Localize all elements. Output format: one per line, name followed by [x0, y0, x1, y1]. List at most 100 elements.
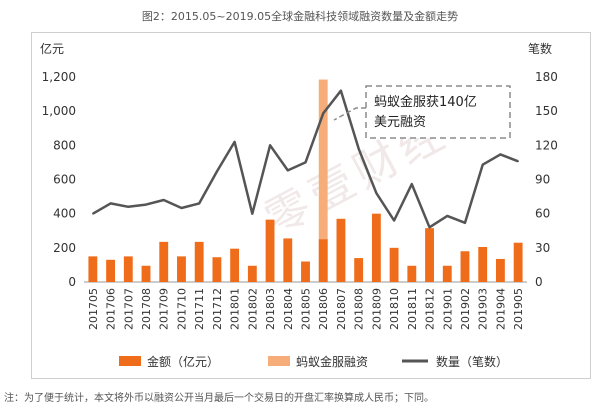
bar	[301, 261, 310, 282]
bar	[389, 247, 399, 282]
left-axis-unit: 亿元	[40, 41, 64, 56]
legend-swatch-amount	[119, 356, 141, 366]
x-tick-label: 201801	[229, 288, 242, 330]
bar	[123, 256, 133, 282]
x-tick-label: 201708	[140, 288, 153, 330]
left-y-tick-label: 200	[53, 241, 76, 255]
count-point	[357, 147, 360, 150]
count-point	[109, 202, 112, 205]
x-tick-label: 201705	[87, 288, 100, 330]
chart-frame	[31, 32, 591, 379]
left-y-tick-label: 600	[53, 173, 76, 187]
x-tick-label: 201901	[441, 288, 454, 330]
x-tick-label: 201709	[158, 288, 171, 330]
bar	[336, 218, 346, 282]
bar	[478, 246, 488, 282]
bar	[177, 256, 186, 282]
bar-highlight	[318, 79, 328, 282]
x-tick-label: 201812	[424, 288, 437, 330]
legend-label-amount: 金额（亿元）	[147, 354, 219, 369]
count-point	[251, 212, 254, 215]
bar	[230, 248, 240, 282]
count-point	[198, 202, 200, 205]
x-tick-label: 201804	[282, 288, 295, 330]
left-y-tick-label: 1,200	[42, 70, 76, 84]
bar	[407, 265, 417, 282]
x-tick-label: 201903	[477, 288, 490, 330]
x-tick-label: 201707	[122, 288, 135, 330]
legend-label-highlight: 蚂蚁金服融资	[296, 354, 368, 369]
bar	[318, 239, 328, 282]
count-point	[464, 221, 466, 224]
bar	[141, 265, 151, 282]
right-y-tick-label: 90	[535, 173, 550, 187]
x-tick-label: 201902	[459, 288, 472, 330]
bar	[371, 213, 381, 282]
left-y-tick-label: 0	[68, 275, 76, 289]
count-point	[162, 199, 165, 201]
bar	[442, 265, 452, 282]
count-point	[92, 212, 94, 215]
annotation-line-1: 蚂蚁金服获140亿	[374, 94, 477, 110]
count-point	[180, 207, 183, 209]
count-point	[304, 161, 307, 164]
bar	[283, 238, 293, 282]
bar	[513, 242, 523, 282]
legend-label-count: 数量（笔数）	[436, 354, 508, 369]
annotation-line-2: 美元融资	[374, 115, 426, 130]
count-point	[481, 163, 484, 166]
count-point	[428, 226, 431, 229]
x-tick-label: 201712	[211, 288, 224, 330]
legend-swatch-highlight	[268, 356, 290, 366]
right-y-tick-label: 30	[535, 241, 550, 255]
x-tick-label: 201803	[264, 288, 277, 330]
right-axis-unit: 笔数	[528, 41, 552, 56]
bar	[159, 241, 169, 282]
left-y-tick-label: 800	[53, 138, 76, 152]
bar	[495, 258, 505, 282]
annotation-arrow	[333, 107, 366, 121]
count-point	[216, 170, 218, 173]
bar	[354, 258, 364, 282]
right-y-tick-label: 60	[535, 207, 550, 221]
x-tick-label: 201711	[193, 288, 206, 330]
x-tick-label: 201905	[512, 288, 525, 330]
count-point	[375, 192, 378, 194]
x-tick-label: 201806	[317, 288, 330, 330]
bar	[88, 256, 98, 282]
bar	[106, 259, 116, 282]
x-tick-label: 201904	[494, 288, 507, 330]
x-tick-label: 201807	[335, 288, 348, 330]
count-point	[411, 183, 413, 185]
count-point	[340, 89, 342, 92]
x-tick-label: 201710	[175, 288, 188, 330]
bar	[265, 219, 275, 282]
footnote: 注：为了便于统计，本文将外币以融资公开当月最后一个交易日的开盘汇率换算成人民币；…	[4, 393, 434, 404]
count-point	[517, 160, 519, 163]
bar	[460, 251, 470, 282]
bar	[194, 241, 204, 282]
count-point	[499, 153, 502, 156]
count-point	[322, 112, 325, 115]
bar	[247, 265, 257, 282]
x-tick-label: 201809	[370, 288, 383, 330]
count-point	[286, 169, 289, 172]
count-point	[233, 141, 236, 143]
x-tick-label: 201805	[300, 288, 313, 330]
x-tick-label: 201802	[246, 288, 259, 330]
count-point	[127, 206, 130, 208]
left-y-tick-label: 1,000	[42, 104, 76, 118]
x-tick-label: 201810	[388, 288, 401, 330]
count-point	[269, 144, 271, 147]
x-tick-label: 201808	[353, 288, 366, 330]
left-y-tick-label: 400	[53, 207, 76, 221]
annotation-box	[365, 85, 511, 139]
right-y-tick-label: 0	[535, 275, 543, 289]
count-point	[145, 203, 147, 206]
right-y-tick-label: 150	[535, 104, 558, 118]
x-tick-label: 201706	[105, 288, 118, 330]
bar	[212, 257, 222, 282]
count-point	[393, 219, 395, 222]
right-y-tick-label: 180	[535, 70, 558, 84]
bar	[425, 228, 434, 282]
